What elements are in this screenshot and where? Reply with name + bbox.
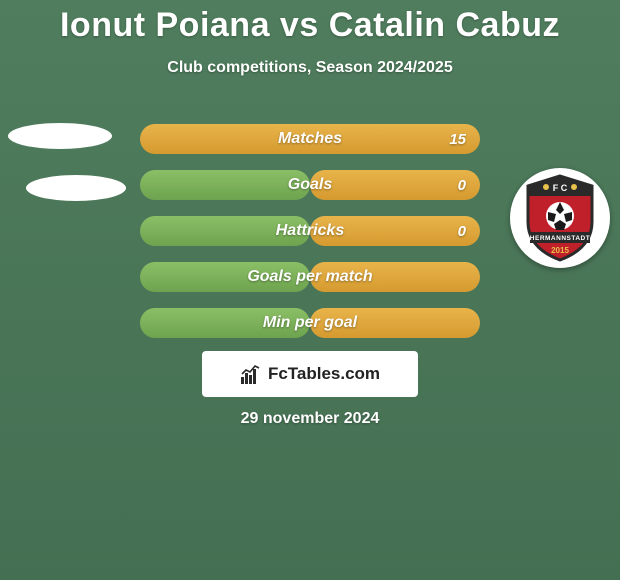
stat-label: Goals — [288, 176, 332, 194]
snapshot-date: 29 november 2024 — [0, 410, 620, 428]
fctables-logo-icon — [240, 363, 262, 385]
stat-label: Min per goal — [263, 314, 357, 332]
page-subtitle: Club competitions, Season 2024/2025 — [0, 59, 620, 77]
left-placeholder-ellipse — [8, 123, 112, 149]
club-crest-circle: F C HERMANNSTADT 2015 — [510, 168, 610, 268]
page-title: Ionut Poiana vs Catalin Cabuz — [0, 0, 620, 45]
right-player-crest: F C HERMANNSTADT 2015 — [510, 168, 610, 268]
svg-text:F C: F C — [553, 183, 568, 193]
stat-row: Goals per match — [140, 262, 480, 292]
fctables-branding: FcTables.com — [202, 351, 418, 397]
stat-row: Goals 0 — [140, 170, 480, 200]
stat-right-value: 15 — [449, 131, 466, 148]
stat-row: Matches 15 — [140, 124, 480, 154]
stat-row: Min per goal — [140, 308, 480, 338]
stat-right-fill — [310, 170, 480, 200]
left-player-badges — [8, 123, 118, 201]
stat-left-fill — [140, 170, 310, 200]
svg-text:2015: 2015 — [551, 246, 569, 255]
stat-right-value: 0 — [458, 177, 466, 194]
stat-row: Hattricks 0 — [140, 216, 480, 246]
stat-label: Goals per match — [247, 268, 372, 286]
stat-right-value: 0 — [458, 223, 466, 240]
svg-text:HERMANNSTADT: HERMANNSTADT — [530, 235, 590, 242]
club-crest-shield-icon: F C HERMANNSTADT 2015 — [520, 174, 600, 262]
stats-container: Matches 15 Goals 0 Hattricks 0 Goals per match… — [140, 124, 480, 354]
left-placeholder-ellipse — [26, 175, 126, 201]
fctables-label: FcTables.com — [268, 364, 380, 384]
stat-label: Matches — [278, 130, 342, 148]
stat-label: Hattricks — [276, 222, 344, 240]
